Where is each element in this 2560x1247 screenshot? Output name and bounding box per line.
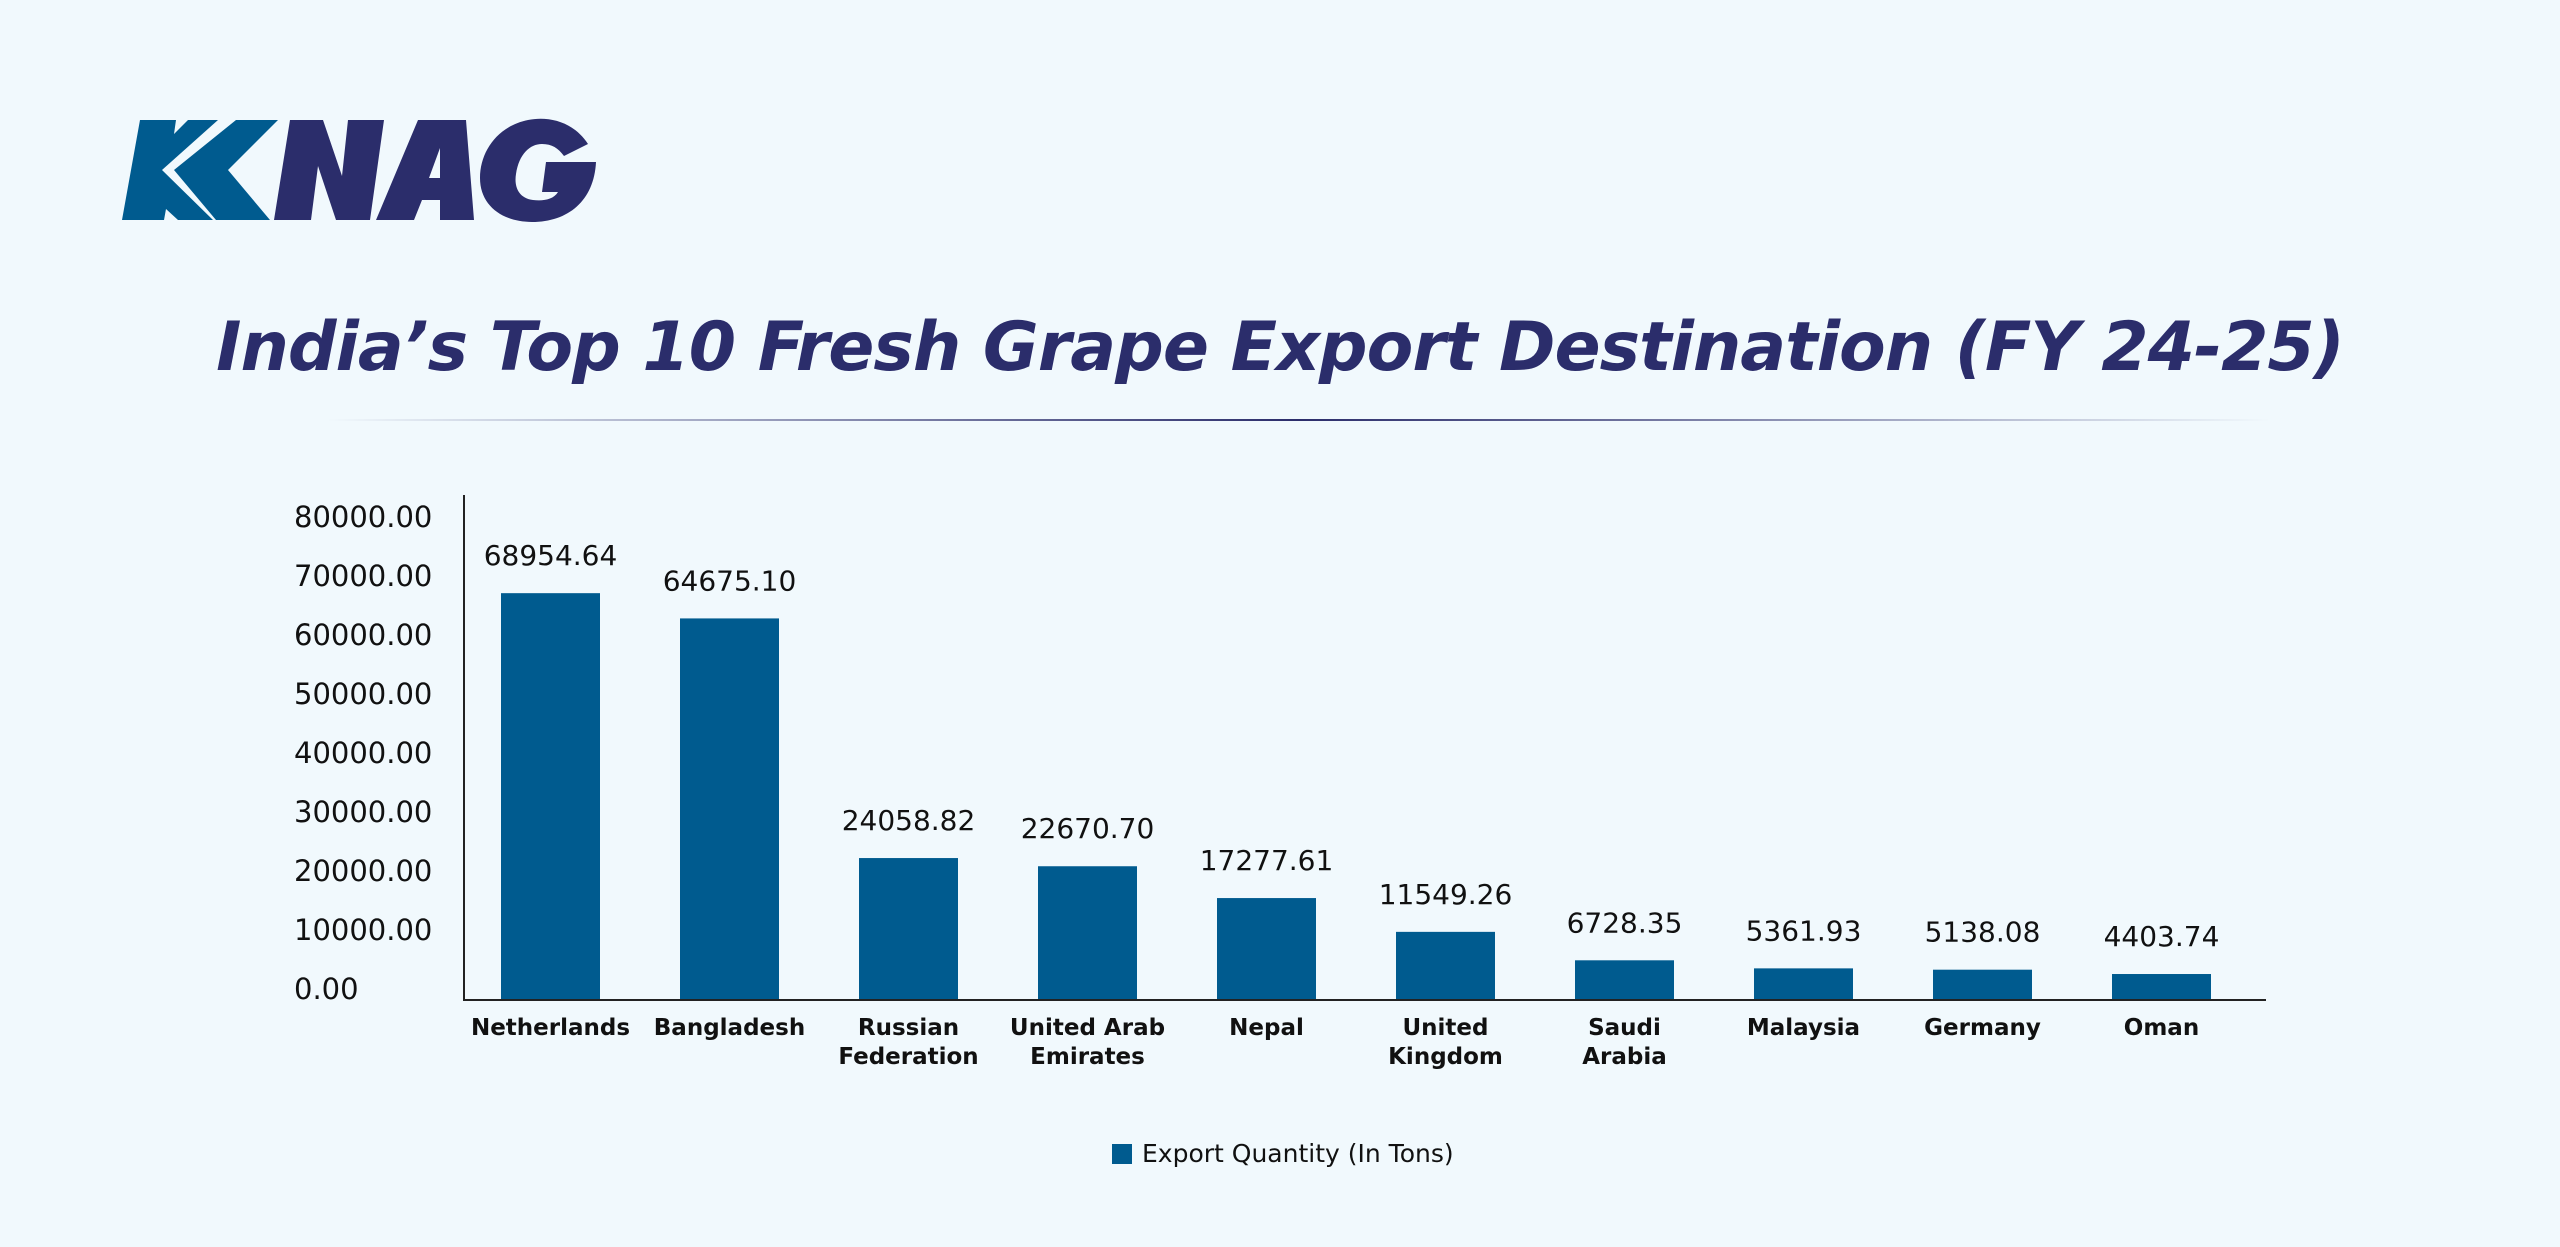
logo-letter-a: [376, 120, 474, 220]
data-label: 11549.26: [1379, 878, 1513, 911]
legend-swatch: [1112, 1144, 1132, 1164]
logo-k-chevron-inner: [174, 120, 278, 220]
x-tick-label: United: [1403, 1015, 1489, 1041]
logo-k-chevron-outer: [122, 120, 218, 220]
bar: [1754, 968, 1853, 1000]
x-tick-label: Arabia: [1582, 1044, 1667, 1070]
y-tick-label: 20000.00: [294, 854, 432, 888]
data-label: 17277.61: [1200, 844, 1334, 877]
chart-title: India’s Top 10 Fresh Grape Export Destin…: [216, 308, 2345, 387]
data-label: 5361.93: [1746, 914, 1862, 947]
x-tick-label: Saudi: [1588, 1015, 1661, 1041]
y-tick-label: 80000.00: [294, 500, 432, 534]
bar: [680, 618, 779, 1000]
x-tick-label: Kingdom: [1388, 1044, 1503, 1070]
bar: [1396, 931, 1495, 1000]
data-label: 4403.74: [2104, 920, 2220, 953]
x-tick-label: Nepal: [1229, 1015, 1304, 1041]
data-label: 64675.10: [663, 564, 797, 597]
bar: [1575, 960, 1674, 1000]
data-label: 24058.82: [842, 804, 976, 837]
data-label: 68954.64: [484, 539, 618, 572]
y-tick-label: 70000.00: [294, 559, 432, 593]
x-tick-label: Emirates: [1030, 1044, 1145, 1070]
bar: [501, 593, 600, 1000]
x-tick-label: United Arab: [1010, 1015, 1165, 1041]
title-divider: [327, 419, 2270, 421]
y-tick-label: 30000.00: [294, 795, 432, 829]
y-tick-label: 10000.00: [294, 913, 432, 947]
bar: [859, 858, 958, 1000]
y-tick-label: 60000.00: [294, 618, 432, 652]
x-tick-label: Malaysia: [1747, 1015, 1860, 1041]
data-label: 22670.70: [1021, 812, 1155, 845]
knag-logo: [122, 118, 596, 222]
x-tick-label: Netherlands: [471, 1015, 630, 1041]
data-label: 5138.08: [1925, 916, 2041, 949]
x-tick-label: Russian: [858, 1015, 959, 1041]
bar: [2112, 974, 2211, 1000]
x-tick-label: Federation: [838, 1044, 978, 1070]
bar: [1038, 866, 1137, 1000]
x-tick-label: Oman: [2124, 1015, 2199, 1041]
x-tick-label: Germany: [1924, 1015, 2041, 1041]
bar: [1933, 969, 2032, 1000]
legend-label: Export Quantity (In Tons): [1142, 1139, 1454, 1168]
logo-a-hole: [429, 148, 440, 178]
logo-letter-n: [274, 120, 384, 220]
logo-letter-g: [480, 118, 596, 222]
y-tick-label: 40000.00: [294, 736, 432, 770]
x-tick-label: Bangladesh: [654, 1015, 805, 1041]
y-tick-label: 0.00: [294, 972, 359, 1006]
y-tick-label: 50000.00: [294, 677, 432, 711]
data-label: 6728.35: [1567, 906, 1683, 939]
bar: [1217, 898, 1316, 1000]
